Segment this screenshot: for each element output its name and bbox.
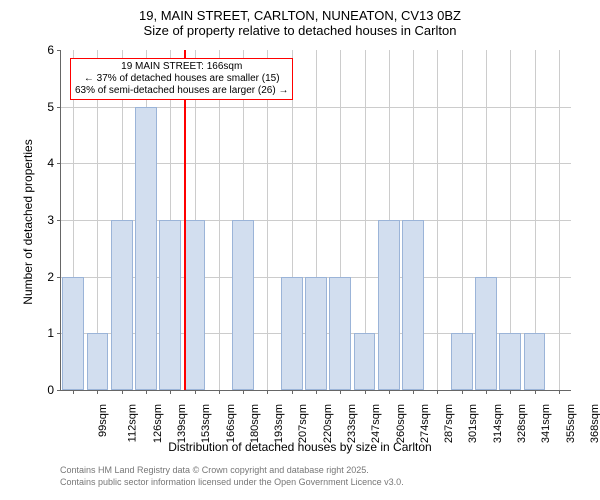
bar (159, 220, 181, 390)
xtick-label: 341sqm (540, 404, 552, 443)
xtick-label: 233sqm (346, 404, 358, 443)
annotation-line: 19 MAIN STREET: 166sqm (75, 61, 288, 73)
bar (378, 220, 400, 390)
ytick-mark (57, 163, 61, 164)
xtick-label: 328sqm (516, 404, 528, 443)
xtick-label: 180sqm (249, 404, 261, 443)
xtick-mark (437, 390, 438, 394)
xtick-label: 220sqm (322, 404, 334, 443)
xtick-label: 126sqm (152, 404, 164, 443)
xtick-label: 193sqm (273, 404, 285, 443)
bar (62, 277, 84, 390)
ytick-label: 5 (0, 100, 54, 114)
xtick-mark (97, 390, 98, 394)
xtick-mark (292, 390, 293, 394)
xtick-mark (195, 390, 196, 394)
title-line-2: Size of property relative to detached ho… (0, 23, 600, 38)
ytick-mark (57, 390, 61, 391)
bar (475, 277, 497, 390)
xtick-mark (486, 390, 487, 394)
bar (111, 220, 133, 390)
chart-container: 19, MAIN STREET, CARLTON, NUNEATON, CV13… (0, 0, 600, 500)
xtick-mark (122, 390, 123, 394)
xtick-label: 166sqm (225, 404, 237, 443)
footer-line-1: Contains HM Land Registry data © Crown c… (60, 465, 369, 475)
xtick-mark (535, 390, 536, 394)
xtick-label: 247sqm (370, 404, 382, 443)
bar (281, 277, 303, 390)
xtick-label: 207sqm (298, 404, 310, 443)
xtick-mark (510, 390, 511, 394)
xtick-mark (340, 390, 341, 394)
ytick-label: 4 (0, 156, 54, 170)
xtick-mark (146, 390, 147, 394)
title-line-1: 19, MAIN STREET, CARLTON, NUNEATON, CV13… (0, 0, 600, 23)
bar (524, 333, 546, 390)
ytick-label: 6 (0, 43, 54, 57)
xtick-label: 301sqm (468, 404, 480, 443)
bar (402, 220, 424, 390)
xtick-label: 99sqm (97, 404, 109, 437)
bar (499, 333, 521, 390)
bar (451, 333, 473, 390)
ytick-mark (57, 220, 61, 221)
xtick-mark (219, 390, 220, 394)
gridline-v (219, 50, 220, 390)
footer-line-2: Contains public sector information licen… (60, 477, 404, 487)
xtick-label: 260sqm (395, 404, 407, 443)
ytick-mark (57, 50, 61, 51)
xtick-label: 112sqm (127, 404, 139, 442)
gridline-v (559, 50, 560, 390)
xtick-label: 139sqm (176, 404, 188, 443)
ytick-mark (57, 333, 61, 334)
xtick-mark (413, 390, 414, 394)
ytick-mark (57, 277, 61, 278)
xtick-mark (73, 390, 74, 394)
xtick-mark (170, 390, 171, 394)
ytick-label: 2 (0, 270, 54, 284)
gridline-v (437, 50, 438, 390)
xtick-label: 287sqm (443, 404, 455, 443)
bar (87, 333, 109, 390)
bar (329, 277, 351, 390)
annotation-box: 19 MAIN STREET: 166sqm← 37% of detached … (70, 58, 293, 100)
xtick-mark (316, 390, 317, 394)
xtick-mark (267, 390, 268, 394)
ytick-label: 3 (0, 213, 54, 227)
xtick-mark (389, 390, 390, 394)
bar (232, 220, 254, 390)
xtick-label: 274sqm (419, 404, 431, 443)
reference-line (184, 50, 186, 390)
xtick-mark (243, 390, 244, 394)
xtick-mark (462, 390, 463, 394)
xtick-label: 355sqm (565, 404, 577, 443)
bar (354, 333, 376, 390)
ytick-label: 0 (0, 383, 54, 397)
xtick-mark (559, 390, 560, 394)
annotation-line: 63% of semi-detached houses are larger (… (75, 85, 288, 97)
bar (135, 107, 157, 390)
bar (184, 220, 206, 390)
xtick-label: 153sqm (200, 404, 212, 443)
xtick-mark (365, 390, 366, 394)
bar (305, 277, 327, 390)
annotation-line: ← 37% of detached houses are smaller (15… (75, 73, 288, 85)
xtick-label: 314sqm (492, 404, 504, 443)
ytick-label: 1 (0, 326, 54, 340)
plot-area (60, 50, 571, 391)
ytick-mark (57, 107, 61, 108)
xtick-label: 368sqm (589, 404, 600, 443)
gridline-v (267, 50, 268, 390)
